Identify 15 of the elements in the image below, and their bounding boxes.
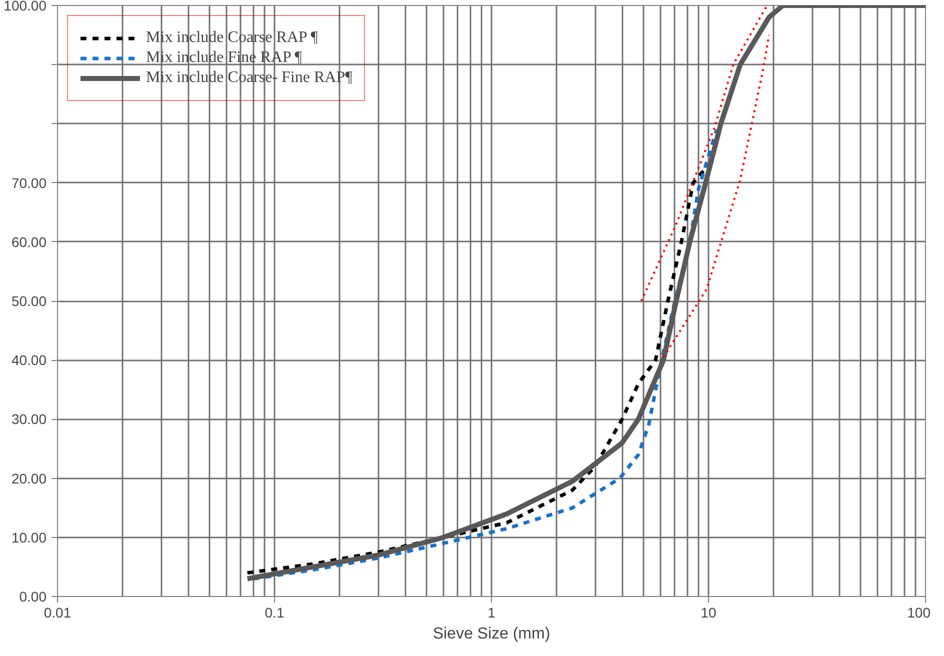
y-tick-label: 0.00 [19, 588, 47, 604]
y-tick-label: 20.00 [11, 470, 47, 486]
x-tick-label: 0.1 [264, 604, 284, 620]
x-tick-label: 10 [700, 604, 716, 620]
x-tick-label: 1 [488, 604, 496, 620]
y-tick-label: 60.00 [11, 234, 47, 250]
y-tick-label: 10.00 [11, 529, 47, 546]
y-tick-label: 70.00 [11, 174, 47, 191]
x-axis-title: Sieve Size (mm) [432, 626, 550, 642]
x-tick-label: 0.01 [44, 604, 72, 620]
y-tick-label: 100.00 [4, 0, 47, 14]
x-tick-label: 100 [907, 604, 931, 620]
y-tick-label: 40.00 [11, 352, 47, 368]
y-tick-label: 30.00 [11, 411, 47, 428]
y-tick-label: 50.00 [11, 293, 47, 309]
